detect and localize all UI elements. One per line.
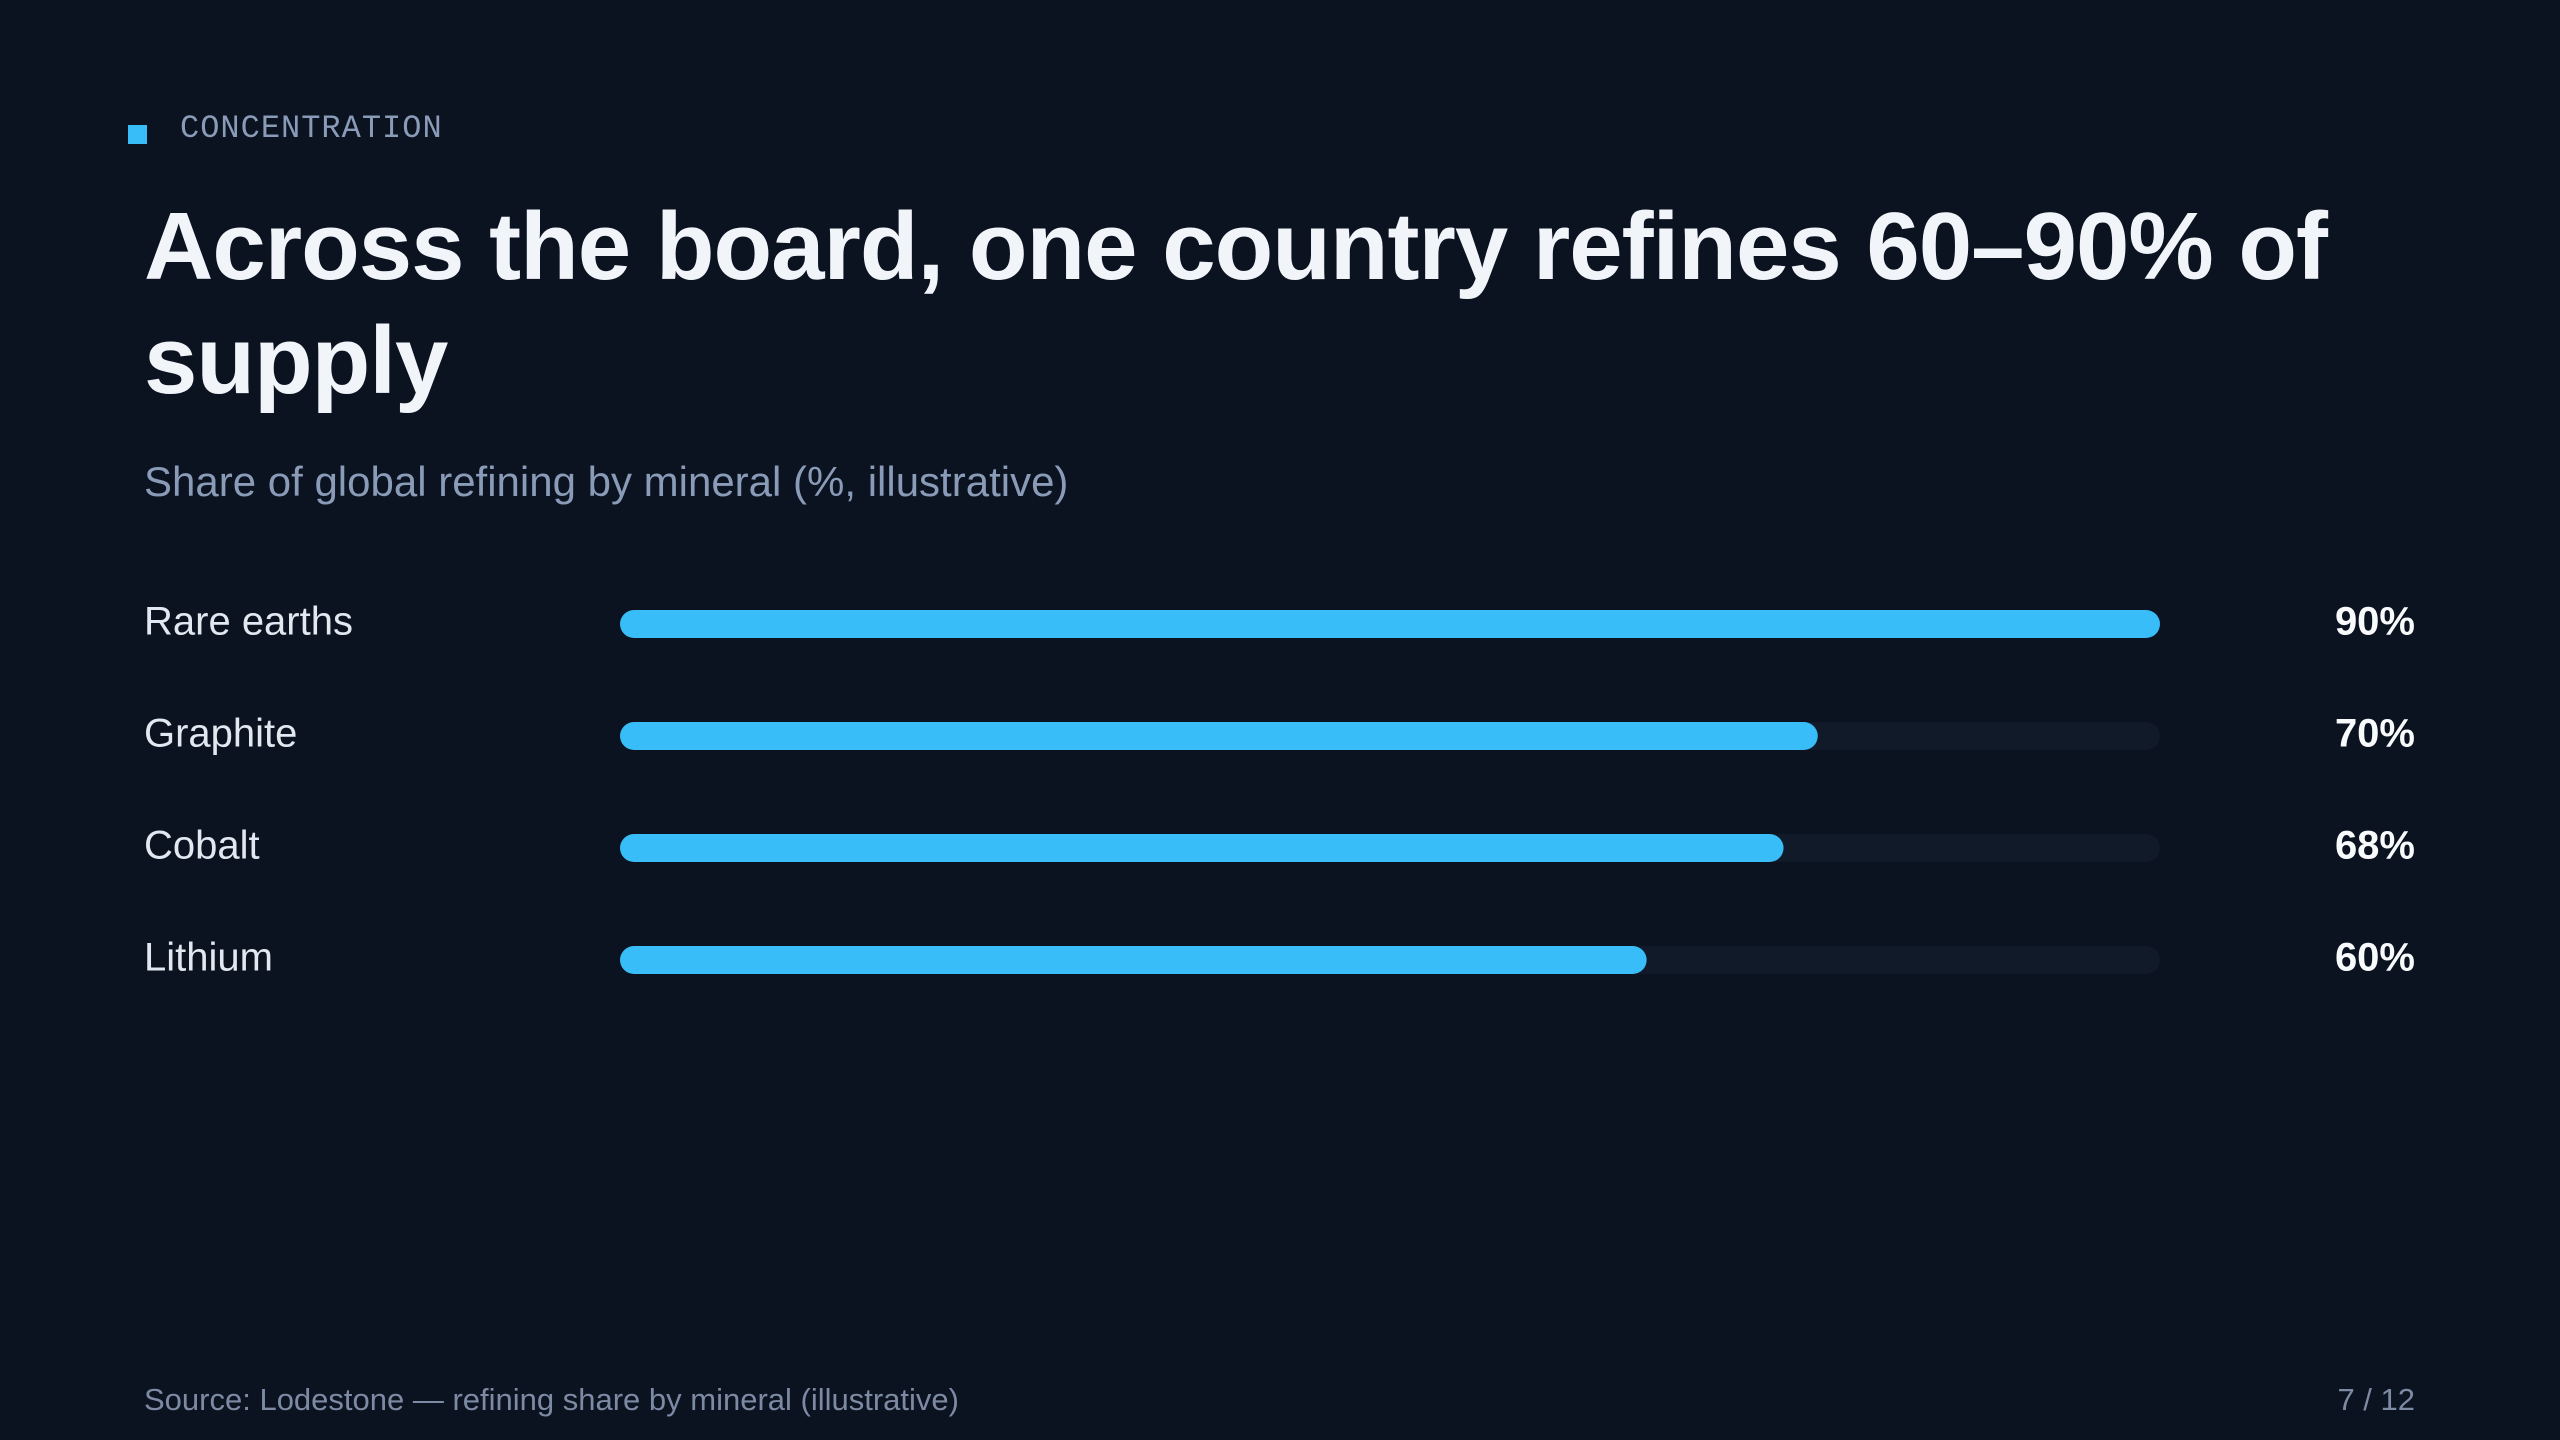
eyebrow-marker (128, 125, 147, 144)
category-label: Graphite (144, 712, 297, 756)
bar (620, 946, 1647, 974)
value-label: 70% (2335, 712, 2415, 756)
category-label: Cobalt (144, 824, 260, 868)
value-label: 60% (2335, 936, 2415, 980)
chart-subtitle: Share of global refining by mineral (%, … (144, 458, 1069, 505)
bar (620, 834, 1784, 862)
category-label: Rare earths (144, 600, 353, 644)
source-note: Source: Lodestone — refining share by mi… (144, 1382, 959, 1417)
chart-title: Across the board, one country refines 60… (144, 193, 2328, 414)
value-label: 90% (2335, 600, 2415, 644)
bar (620, 610, 2160, 638)
category-label: Lithium (144, 936, 273, 980)
bar (620, 722, 1818, 750)
chart: Rare earths 90% Graphite 70% Cobalt 68% Lithiu… (144, 600, 2415, 980)
value-label: 68% (2335, 824, 2415, 868)
eyebrow: CONCENTRATION (180, 110, 443, 147)
page-number: 7 / 12 (2337, 1382, 2415, 1417)
